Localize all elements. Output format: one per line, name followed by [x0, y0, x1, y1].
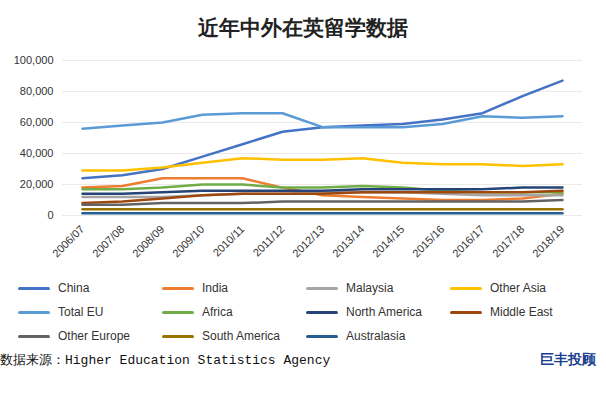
- svg-text:40,000: 40,000: [20, 147, 54, 159]
- svg-text:2014/15: 2014/15: [370, 223, 407, 260]
- html-text:Total EU: Total EU: [58, 305, 104, 319]
- svg-text:2011/12: 2011/12: [250, 223, 286, 259]
- svg-text:2016/17: 2016/17: [450, 223, 487, 260]
- html-text:Malaysia: Malaysia: [346, 281, 394, 295]
- svg-text:2006/07: 2006/07: [50, 223, 87, 260]
- svg-text:60,000: 60,000: [20, 116, 54, 128]
- svg-text:20,000: 20,000: [20, 178, 54, 190]
- html-text:Other Europe: Other Europe: [58, 329, 130, 343]
- svg-text:80,000: 80,000: [20, 85, 54, 97]
- svg-text:100,000: 100,000: [14, 54, 54, 66]
- html-text:Africa: Africa: [202, 305, 233, 319]
- html-text:North America: North America: [346, 305, 422, 319]
- html-text:近年中外在英留学数据: 近年中外在英留学数据: [198, 16, 408, 40]
- svg-text:2008/09: 2008/09: [130, 223, 167, 260]
- svg-text:2015/16: 2015/16: [410, 223, 447, 260]
- svg-text:0: 0: [47, 209, 53, 221]
- html-text:India: India: [202, 281, 228, 295]
- html-text:South America: South America: [202, 329, 280, 343]
- html-text:Other Asia: Other Asia: [490, 281, 546, 295]
- html-text:Middle East: Middle East: [490, 305, 553, 319]
- svg-text:2010/11: 2010/11: [210, 223, 246, 259]
- svg-text:2007/08: 2007/08: [90, 223, 127, 260]
- html-text:巨丰投顾: 巨丰投顾: [540, 351, 596, 367]
- svg-text:2012/13: 2012/13: [290, 223, 327, 260]
- html-text:Australasia: Australasia: [346, 329, 406, 343]
- svg-text:2018/19: 2018/19: [530, 223, 567, 260]
- svg-text:2013/14: 2013/14: [330, 223, 367, 260]
- svg-text:2009/10: 2009/10: [170, 223, 207, 260]
- html-text:China: China: [58, 281, 90, 295]
- svg-text:2017/18: 2017/18: [490, 223, 527, 260]
- html-text:数据来源：Higher Education Statisti: 数据来源：Higher Education Statistics Agency: [0, 353, 331, 368]
